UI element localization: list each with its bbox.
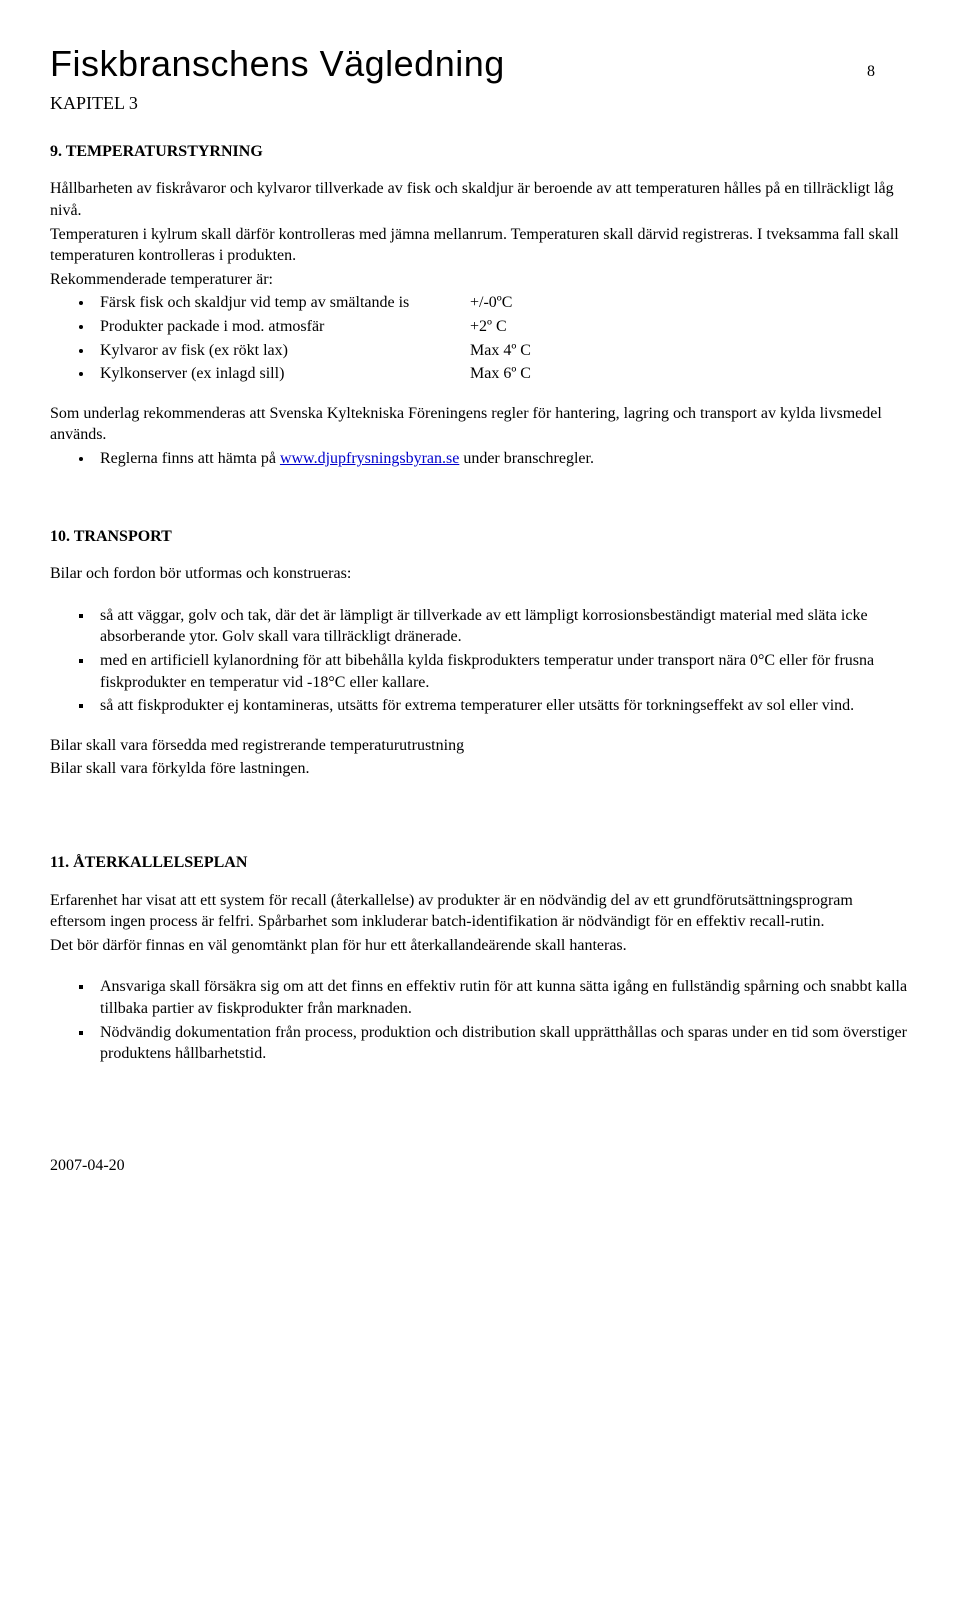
rules-link-item: Reglerna finns att hämta på www.djupfrys…	[94, 448, 910, 470]
section-10-heading: 10. TRANSPORT	[50, 526, 910, 548]
recall-bullet: Nödvändig dokumentation från process, pr…	[94, 1022, 910, 1065]
section-10-after2: Bilar skall vara förkylda före lastninge…	[50, 758, 910, 780]
section-11-heading: 11. ÅTERKALLELSEPLAN	[50, 852, 910, 874]
temp-value: Max 4º C	[470, 340, 531, 362]
section-9-p1: Hållbarheten av fiskråvaror och kylvaror…	[50, 178, 910, 221]
footer-date: 2007-04-20	[50, 1155, 910, 1177]
section-11-p1: Erfarenhet har visat att ett system för …	[50, 890, 910, 933]
recall-bullet: Ansvariga skall försäkra sig om att det …	[94, 976, 910, 1019]
temp-item: Färsk fisk och skaldjur vid temp av smäl…	[94, 292, 910, 314]
document-title: Fiskbranschens Vägledning	[50, 40, 505, 89]
transport-bullet: så att väggar, golv och tak, där det är …	[94, 605, 910, 648]
transport-bullet: så att fiskprodukter ej kontamineras, ut…	[94, 695, 910, 717]
section-10-bullets: så att väggar, golv och tak, där det är …	[50, 605, 910, 717]
temp-value: +/-0ºC	[470, 292, 512, 314]
link-post-text: under branschregler.	[459, 450, 594, 467]
section-9-p4: Som underlag rekommenderas att Svenska K…	[50, 403, 910, 446]
section-9-link-list: Reglerna finns att hämta på www.djupfrys…	[50, 448, 910, 470]
temp-label: Produkter packade i mod. atmosfär	[100, 316, 470, 338]
section-11-p2: Det bör därför finnas en väl genomtänkt …	[50, 935, 910, 957]
temp-label: Kylkonserver (ex inlagd sill)	[100, 363, 470, 385]
temp-value: +2º C	[470, 316, 507, 338]
section-11-bullets: Ansvariga skall försäkra sig om att det …	[50, 976, 910, 1064]
temp-item: Kylkonserver (ex inlagd sill) Max 6º C	[94, 363, 910, 385]
temp-item: Kylvaror av fisk (ex rökt lax) Max 4º C	[94, 340, 910, 362]
temp-label: Kylvaror av fisk (ex rökt lax)	[100, 340, 470, 362]
rules-link[interactable]: www.djupfrysningsbyran.se	[280, 450, 459, 467]
temperature-list: Färsk fisk och skaldjur vid temp av smäl…	[50, 292, 910, 384]
temp-value: Max 6º C	[470, 363, 531, 385]
section-10-intro: Bilar och fordon bör utformas och konstr…	[50, 563, 910, 585]
temp-item: Produkter packade i mod. atmosfär +2º C	[94, 316, 910, 338]
chapter-label: KAPITEL 3	[50, 91, 910, 115]
header-row: Fiskbranschens Vägledning 8	[50, 40, 910, 89]
section-9-heading: 9. TEMPERATURSTYRNING	[50, 141, 910, 163]
link-pre-text: Reglerna finns att hämta på	[100, 450, 280, 467]
section-10-after1: Bilar skall vara försedda med registrera…	[50, 735, 910, 757]
temp-label: Färsk fisk och skaldjur vid temp av smäl…	[100, 292, 470, 314]
section-9-p2: Temperaturen i kylrum skall därför kontr…	[50, 224, 910, 267]
section-9-p3: Rekommenderade temperaturer är:	[50, 269, 910, 291]
transport-bullet: med en artificiell kylanordning för att …	[94, 650, 910, 693]
page-number: 8	[867, 61, 910, 83]
